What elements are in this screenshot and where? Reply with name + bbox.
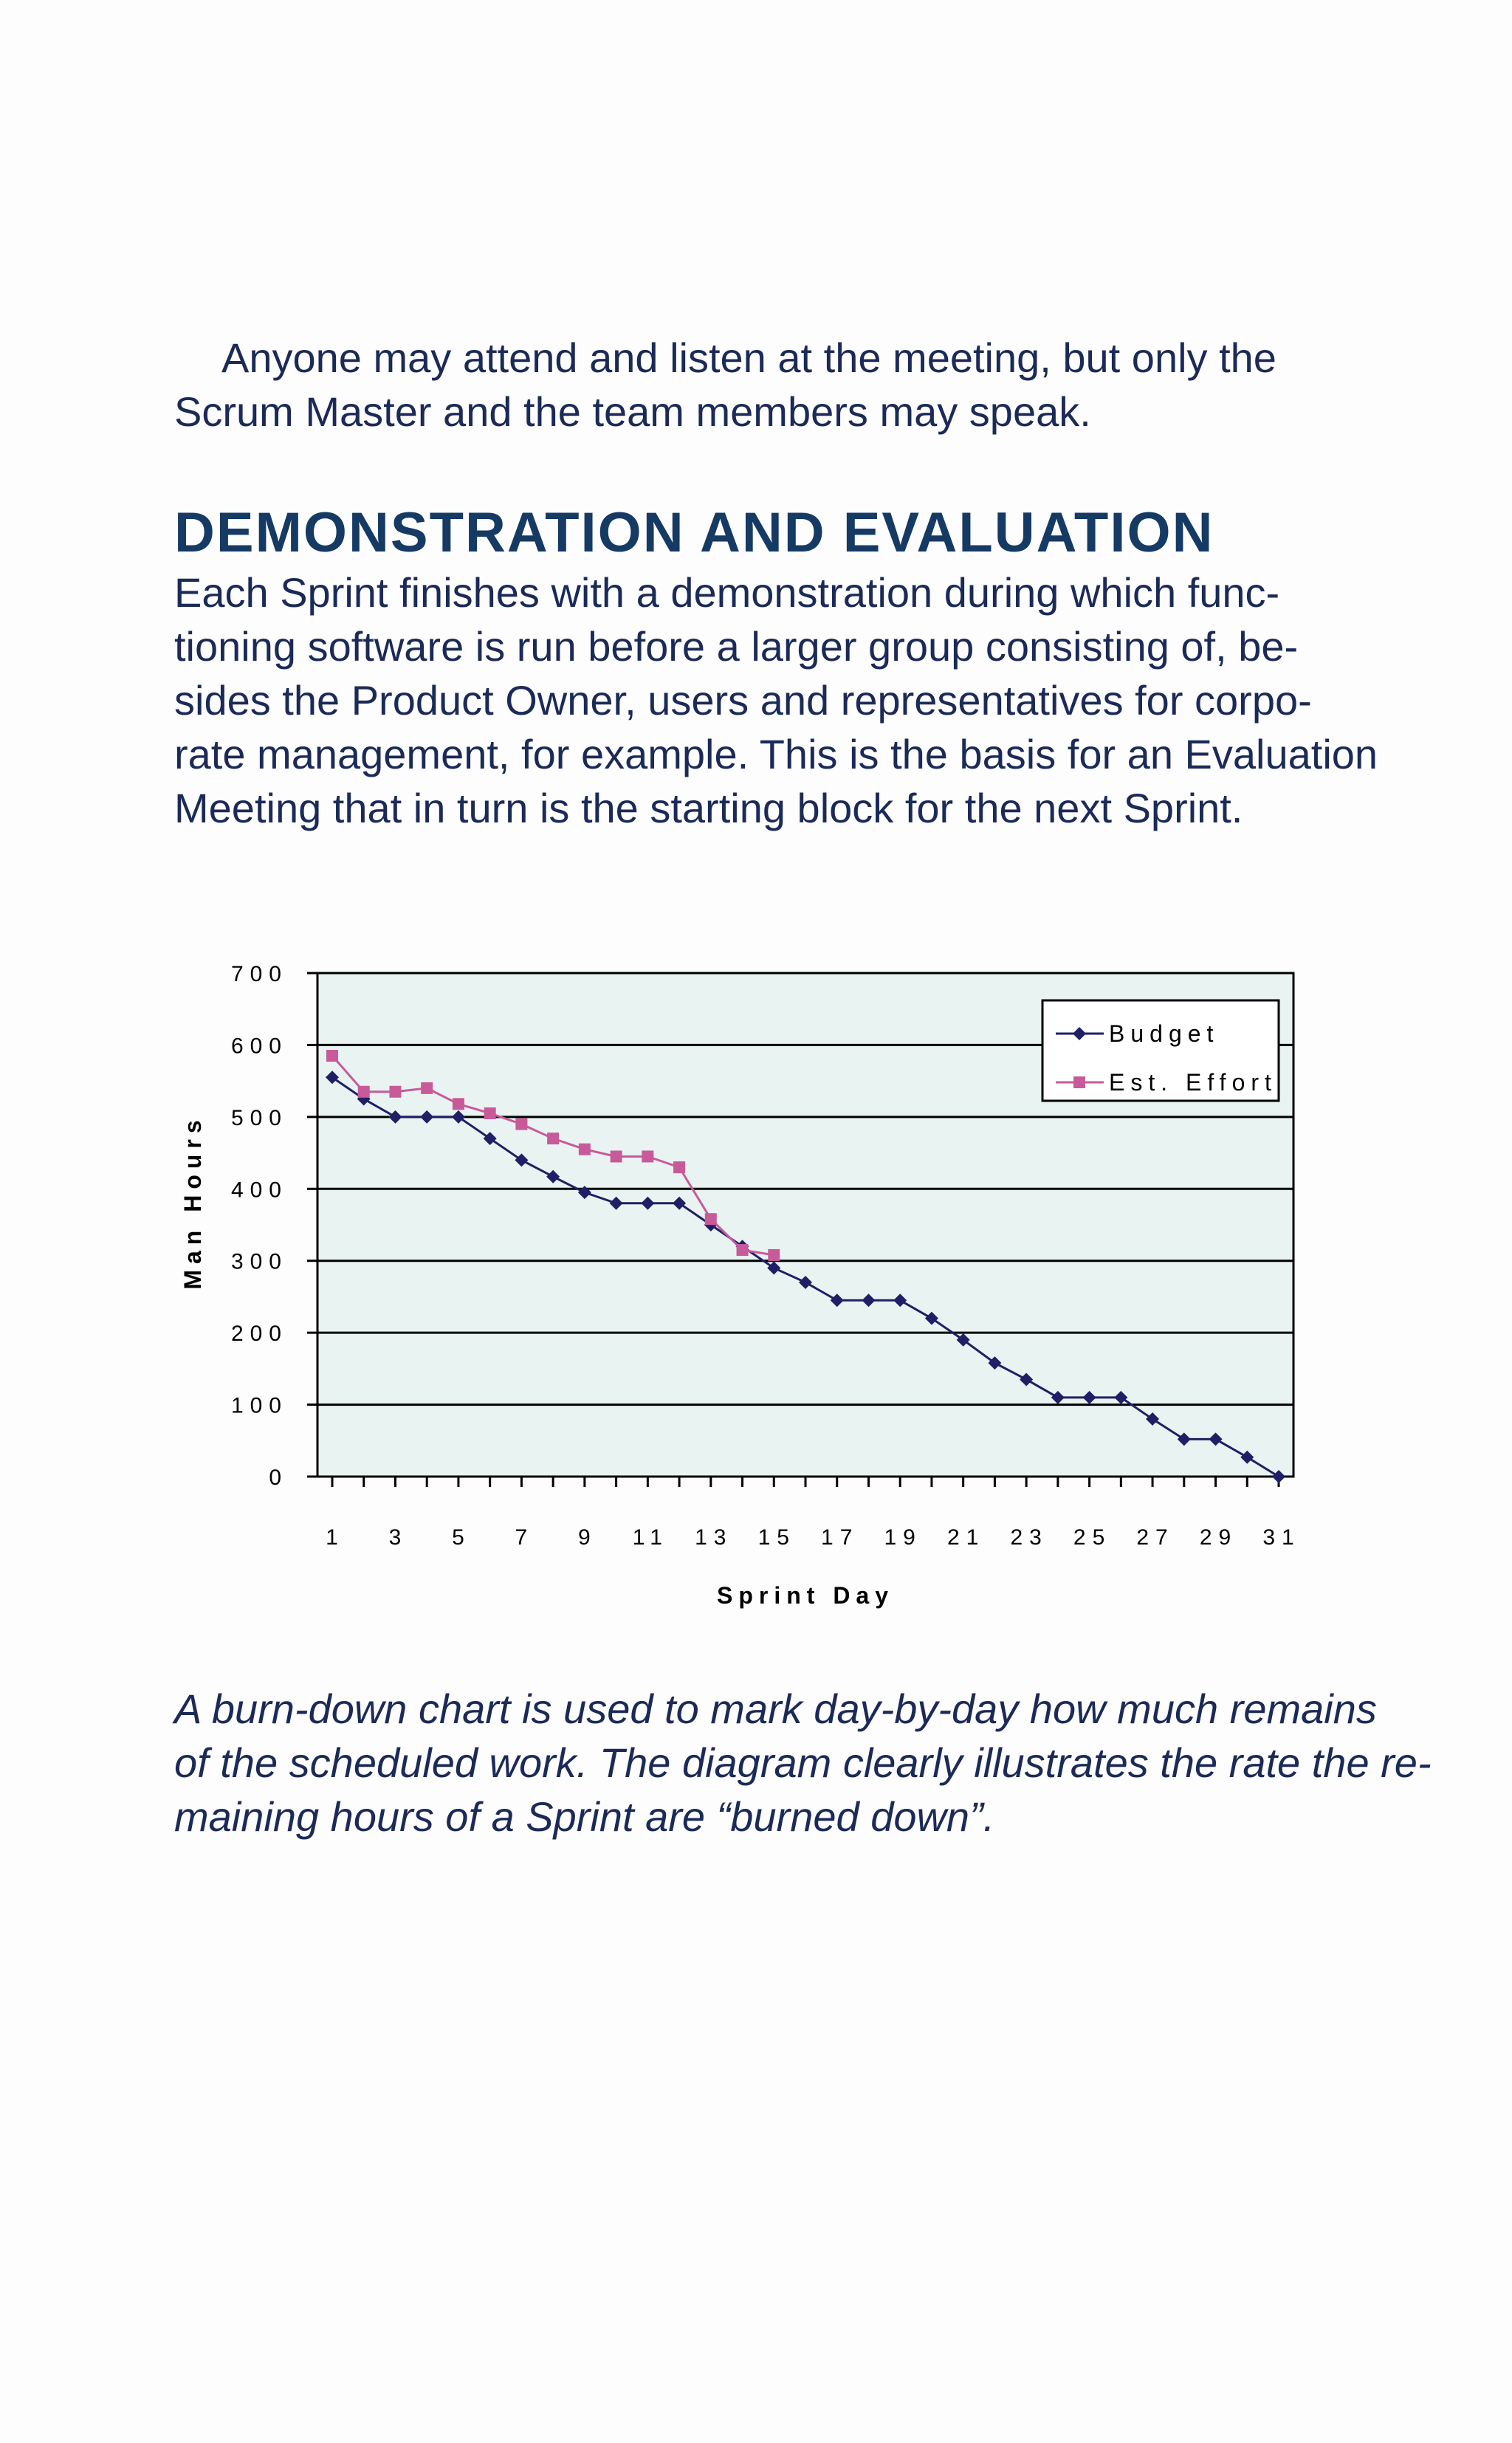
- x-tick-label: 25: [1073, 1525, 1111, 1550]
- y-axis-ticks: 0 100 200 300 400 500 600 700: [231, 962, 317, 1490]
- data-point: [483, 1132, 497, 1146]
- x-axis-title: Sprint Day: [717, 1582, 894, 1609]
- data-point: [578, 1143, 591, 1155]
- y-tick-label: 100: [231, 1394, 288, 1418]
- data-point: [1272, 1470, 1285, 1483]
- data-point: [421, 1082, 433, 1094]
- x-tick-label: 1: [326, 1525, 345, 1550]
- body-line-1: Each Sprint finishes with a demonstratio…: [174, 569, 1280, 616]
- y-tick-label: 700: [231, 962, 288, 986]
- y-tick-label: 400: [231, 1178, 288, 1202]
- data-point: [1177, 1432, 1191, 1446]
- x-tick-label: 23: [1010, 1525, 1048, 1550]
- x-tick-label: 31: [1262, 1525, 1300, 1550]
- legend: Budget Est. Effort: [1041, 999, 1280, 1102]
- body-line-2: tioning software is run before a larger …: [174, 623, 1299, 670]
- data-point: [357, 1085, 370, 1098]
- y-tick-label: 600: [231, 1034, 288, 1058]
- data-point: [451, 1110, 465, 1124]
- data-point: [956, 1333, 970, 1347]
- legend-effort-marker: [1073, 1076, 1085, 1088]
- x-tick-label: 13: [695, 1525, 732, 1550]
- data-point: [326, 1071, 339, 1085]
- x-tick-label: 21: [947, 1525, 985, 1550]
- x-tick-label: 29: [1200, 1525, 1237, 1550]
- data-point: [515, 1118, 528, 1130]
- y-tick-label: 300: [231, 1250, 288, 1274]
- data-point: [642, 1150, 654, 1163]
- data-point: [452, 1098, 464, 1110]
- intro-line-2: Scrum Master and the team members may sp…: [174, 388, 1091, 435]
- data-point: [1209, 1432, 1223, 1446]
- data-point: [768, 1248, 780, 1261]
- caption-line-1: A burn-down chart is used to mark day-by…: [174, 1686, 1377, 1732]
- data-point: [420, 1110, 434, 1124]
- y-tick-label: 500: [231, 1106, 288, 1130]
- x-tick-label: 3: [389, 1525, 408, 1550]
- legend-budget-label: Budget: [1109, 1020, 1219, 1047]
- body-line-3: sides the Product Owner, users and repre…: [174, 677, 1312, 724]
- y-tick-label: 200: [231, 1322, 288, 1346]
- data-point: [326, 1050, 338, 1062]
- data-point: [389, 1085, 402, 1098]
- data-point: [1082, 1390, 1096, 1404]
- y-tick-label: 0: [269, 1466, 288, 1490]
- series-group: [326, 1050, 1285, 1483]
- data-point: [388, 1110, 402, 1124]
- x-tick-label: 27: [1136, 1525, 1174, 1550]
- data-point: [799, 1275, 812, 1289]
- data-point: [673, 1161, 686, 1174]
- y-axis-title: Man Hours: [179, 1114, 206, 1289]
- x-tick-label: 11: [633, 1525, 669, 1550]
- data-point: [830, 1293, 844, 1308]
- body-line-5: Meeting that in turn is the starting blo…: [174, 785, 1243, 831]
- data-point: [1020, 1372, 1034, 1387]
- legend-budget-marker: [1073, 1027, 1086, 1040]
- figure-caption: A burn-down chart is used to mark day-by…: [174, 1682, 1432, 1844]
- intro-line-1: Anyone may attend and listen at the meet…: [221, 334, 1276, 381]
- data-point: [736, 1244, 749, 1257]
- data-point: [1146, 1412, 1160, 1426]
- data-point: [1240, 1450, 1254, 1464]
- x-tick-label: 5: [452, 1525, 471, 1550]
- intro-paragraph: Anyone may attend and listen at the meet…: [174, 331, 1385, 439]
- x-axis-ticks: 1 3 5 7 9 11 13 15 17 19 21 23 25 27 29 31: [326, 1477, 1300, 1550]
- x-tick-label: 9: [578, 1525, 597, 1550]
- caption-line-3: maining hours of a Sprint are “burned do…: [174, 1793, 995, 1840]
- caption-line-2: of the scheduled work. The diagram clear…: [174, 1739, 1432, 1786]
- section-heading: DEMONSTRATION AND EVALUATION: [174, 501, 1214, 564]
- gridlines: [317, 1043, 1293, 1406]
- legend-effort-label: Est. Effort: [1109, 1069, 1277, 1096]
- data-point: [484, 1107, 496, 1119]
- data-point: [610, 1150, 622, 1163]
- data-point: [767, 1261, 781, 1275]
- body-line-4: rate management, for example. This is th…: [174, 731, 1378, 777]
- data-point: [515, 1153, 529, 1167]
- x-tick-label: 19: [884, 1525, 922, 1550]
- data-point: [862, 1293, 876, 1308]
- x-tick-label: 17: [821, 1525, 859, 1550]
- data-point: [546, 1169, 560, 1183]
- data-point: [893, 1293, 907, 1308]
- data-point: [673, 1196, 687, 1210]
- x-tick-label: 15: [758, 1525, 796, 1550]
- data-point: [988, 1356, 1002, 1370]
- data-point: [704, 1213, 717, 1226]
- section-body: Each Sprint finishes with a demonstratio…: [174, 566, 1385, 835]
- data-point: [609, 1196, 623, 1210]
- data-point: [1051, 1390, 1065, 1404]
- data-point: [1114, 1390, 1128, 1404]
- series-est-effort: [326, 1050, 780, 1261]
- data-point: [641, 1196, 655, 1210]
- data-point: [547, 1133, 560, 1145]
- data-point: [924, 1311, 938, 1325]
- data-point: [577, 1186, 591, 1200]
- x-tick-label: 7: [515, 1525, 535, 1550]
